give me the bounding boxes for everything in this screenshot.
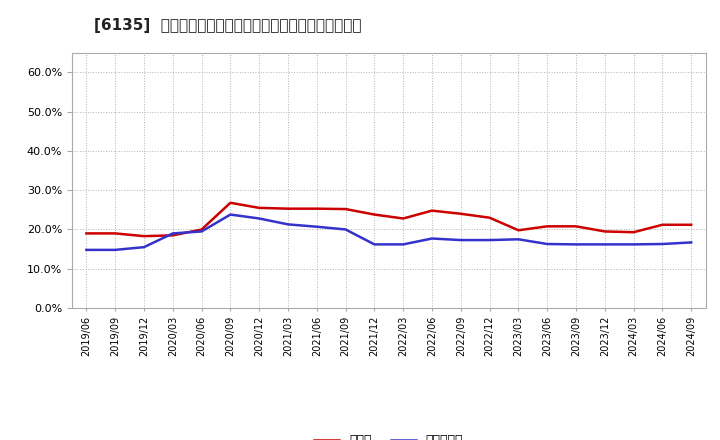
Line: 有利子負債: 有利子負債 <box>86 215 691 250</box>
現預金 <box>255 205 264 210</box>
現預金 <box>514 227 523 233</box>
Text: [6135]  現預金、有利子負債の総資産に対する比率の推移: [6135] 現預金、有利子負債の総資産に対する比率の推移 <box>94 18 361 33</box>
有利子負債 <box>514 237 523 242</box>
有利子負債 <box>543 242 552 247</box>
現預金 <box>629 230 638 235</box>
有利子負債 <box>168 231 177 236</box>
現預金 <box>456 211 465 216</box>
有利子負債 <box>111 247 120 253</box>
現預金 <box>82 231 91 236</box>
現預金 <box>168 233 177 238</box>
現預金 <box>197 227 206 232</box>
現預金 <box>226 200 235 205</box>
現預金 <box>370 212 379 217</box>
有利子負債 <box>600 242 609 247</box>
現預金 <box>543 224 552 229</box>
有利子負債 <box>629 242 638 247</box>
有利子負債 <box>485 238 494 243</box>
現預金 <box>284 206 292 211</box>
現預金 <box>140 234 148 239</box>
Legend: 現預金, 有利子負債: 現預金, 有利子負債 <box>310 429 468 440</box>
現預金 <box>111 231 120 236</box>
有利子負債 <box>255 216 264 221</box>
現預金 <box>428 208 436 213</box>
現預金 <box>341 206 350 212</box>
有利子負債 <box>572 242 580 247</box>
有利子負債 <box>428 236 436 241</box>
有利子負債 <box>687 240 696 245</box>
有利子負債 <box>658 242 667 247</box>
有利子負債 <box>140 245 148 250</box>
有利子負債 <box>341 227 350 232</box>
現預金 <box>399 216 408 221</box>
有利子負債 <box>399 242 408 247</box>
有利子負債 <box>197 229 206 234</box>
現預金 <box>572 224 580 229</box>
現預金 <box>485 215 494 220</box>
有利子負債 <box>370 242 379 247</box>
有利子負債 <box>284 222 292 227</box>
現預金 <box>658 222 667 227</box>
Line: 現預金: 現預金 <box>86 203 691 236</box>
有利子負債 <box>226 212 235 217</box>
有利子負債 <box>82 247 91 253</box>
現預金 <box>687 222 696 227</box>
現預金 <box>312 206 321 211</box>
現預金 <box>600 229 609 234</box>
有利子負債 <box>312 224 321 229</box>
有利子負債 <box>456 238 465 243</box>
